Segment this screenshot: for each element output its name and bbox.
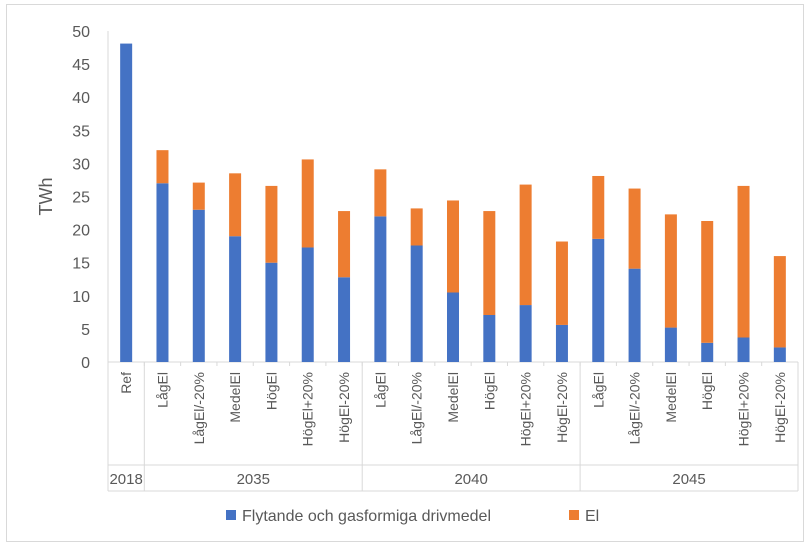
- bar-el: [374, 169, 387, 217]
- bar-flytande: [229, 236, 242, 362]
- bar-flytande: [156, 183, 169, 362]
- y-tick-label: 15: [72, 256, 90, 273]
- legend-swatch-el: [569, 510, 579, 520]
- bar-flytande: [120, 43, 133, 362]
- y-tick-label: 35: [72, 123, 90, 140]
- bar-flytande: [483, 314, 496, 362]
- x-category-label: LågEl: [590, 372, 606, 408]
- legend-label-el: El: [585, 508, 599, 525]
- bar-flytande: [773, 347, 786, 362]
- bar-flytande: [519, 305, 532, 362]
- y-tick-label: 20: [72, 223, 90, 240]
- x-category-label: LågEl/-20%: [627, 372, 643, 444]
- y-tick-label: 30: [72, 156, 90, 173]
- bar-el: [664, 214, 677, 328]
- x-category-label: MedelEl: [445, 372, 461, 423]
- bar-flytande: [374, 216, 387, 362]
- bar-flytande: [701, 342, 714, 362]
- bar-el: [338, 211, 351, 278]
- x-category-label: LågEl: [372, 372, 388, 408]
- bar-flytande: [265, 262, 278, 362]
- bar-flytande: [192, 209, 205, 362]
- x-category-label: HögEl: [699, 372, 715, 410]
- bar-el: [265, 185, 278, 263]
- bar-flytande: [555, 324, 568, 362]
- group-label: 2035: [237, 471, 270, 488]
- bar-el: [555, 241, 568, 325]
- y-tick-label: 5: [81, 322, 90, 339]
- x-category-label: HögEl-20%: [772, 372, 788, 443]
- x-category-label: HögEl+20%: [736, 372, 752, 446]
- bar-el: [592, 175, 605, 239]
- group-label: 2045: [672, 471, 705, 488]
- y-tick-label: 40: [72, 90, 90, 107]
- bar-flytande: [301, 247, 314, 362]
- y-axis-title: TWh: [36, 178, 56, 216]
- bar-flytande: [592, 238, 605, 362]
- y-tick-label: 50: [72, 24, 90, 41]
- x-category-label: LågEl/-20%: [409, 372, 425, 444]
- legend-swatch-flytande: [226, 510, 236, 520]
- bar-flytande: [737, 337, 750, 362]
- bar-flytande: [447, 292, 459, 362]
- bar-flytande: [338, 277, 351, 362]
- x-category-label: HögEl+20%: [300, 372, 316, 446]
- bar-el: [192, 182, 205, 210]
- x-category-label: LågEl/-20%: [191, 372, 207, 444]
- x-category-label: HögEl: [263, 372, 279, 410]
- x-category-label: MedelEl: [227, 372, 243, 423]
- x-category-label: HögEl-20%: [336, 372, 352, 443]
- bar-el: [701, 220, 714, 343]
- group-label: 2018: [109, 471, 142, 488]
- bar-el: [447, 200, 459, 293]
- bar-el: [156, 150, 169, 184]
- x-category-label: Ref: [118, 372, 134, 394]
- bar-el: [410, 208, 423, 246]
- bar-el: [229, 173, 242, 237]
- bar-el: [301, 159, 314, 248]
- y-tick-label: 0: [81, 355, 90, 372]
- y-tick-label: 25: [72, 190, 90, 207]
- bar-el: [737, 185, 750, 338]
- x-category-label: HögEl+20%: [518, 372, 534, 446]
- x-category-label: HögEl-20%: [554, 372, 570, 443]
- legend-label-flytande: Flytande och gasformiga drivmedel: [242, 508, 491, 525]
- bar-flytande: [628, 268, 641, 362]
- bar-el: [628, 188, 641, 269]
- bar-el: [483, 211, 496, 315]
- bar-flytande: [664, 327, 677, 362]
- y-tick-label: 45: [72, 57, 90, 74]
- bar-flytande: [410, 245, 423, 362]
- x-category-label: HögEl: [481, 372, 497, 410]
- x-category-label: MedelEl: [663, 372, 679, 423]
- y-tick-label: 10: [72, 289, 90, 306]
- group-label: 2040: [454, 471, 487, 488]
- bar-el: [519, 184, 532, 306]
- x-category-label: LågEl: [154, 372, 170, 408]
- bar-el: [773, 256, 786, 348]
